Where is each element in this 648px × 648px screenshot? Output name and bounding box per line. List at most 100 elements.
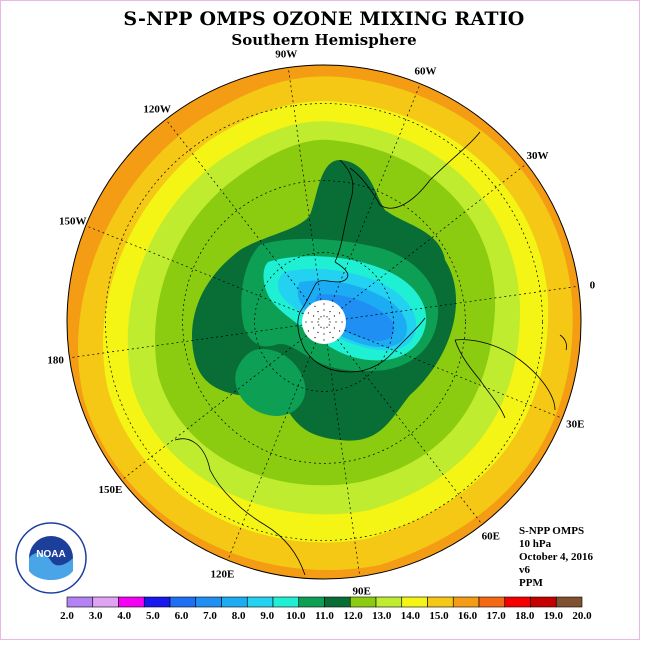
south-america-east-coast (349, 131, 481, 209)
pole-dot (311, 321, 313, 323)
meridian-line (341, 163, 527, 309)
polar-no-data (302, 300, 346, 344)
pole-dot (307, 330, 310, 332)
pole-dot (323, 333, 325, 335)
pole-dot (307, 312, 310, 314)
longitude-label: 90E (353, 585, 371, 597)
pole-dot (318, 324, 320, 326)
pole-dot (314, 305, 316, 308)
colorbar-swatch (375, 596, 403, 608)
colorbar-label: 20.0 (572, 610, 592, 622)
colorbar-label: 10.0 (286, 610, 306, 622)
longitude-label: 90W (275, 49, 297, 61)
pole-dot (332, 336, 334, 339)
antarctica-coast (297, 311, 426, 373)
level-text: 10 hPa (519, 538, 552, 550)
colorbar-swatch (272, 596, 300, 608)
pole-dot (335, 321, 337, 323)
longitude-label: 30E (566, 419, 584, 431)
meridian-line (337, 339, 483, 525)
colorbar-label: 16.0 (458, 610, 478, 622)
pole-dot (323, 315, 325, 317)
pole-dot (318, 318, 320, 320)
longitude-label: 120E (211, 568, 235, 580)
longitude-label: 150W (59, 215, 87, 227)
colorbar-label: 19.0 (544, 610, 564, 622)
pole-dot (305, 321, 307, 323)
colorbar-swatch (555, 596, 583, 608)
colorbar-label: 8.0 (232, 610, 246, 622)
meridian-line (331, 83, 421, 302)
pole-dot (317, 311, 319, 313)
colorbar-label: 6.0 (175, 610, 189, 622)
colorbar-label: 4.0 (117, 610, 131, 622)
pole-dot (326, 326, 328, 328)
ozone-field (67, 65, 581, 579)
pole-dot (313, 315, 315, 317)
pole-dot (326, 316, 328, 318)
pole-dot (329, 311, 331, 313)
colorbar-label: 9.0 (260, 610, 274, 622)
africa-east-coast (454, 339, 506, 419)
new-zealand-coast (174, 438, 211, 471)
meridian-line (227, 342, 317, 561)
pole-dot (323, 303, 325, 305)
colorbar-label: 18.0 (515, 610, 535, 622)
colorbar-label: 7.0 (203, 610, 217, 622)
colorbar-label: 15.0 (429, 610, 449, 622)
colorbar-label: 17.0 (487, 610, 507, 622)
longitude-label: 0 (590, 279, 596, 291)
south-america-coast (334, 159, 354, 263)
colorbar-swatch (452, 596, 480, 608)
version-text: v6 (519, 564, 530, 576)
meridian-line (165, 119, 311, 305)
colorbar-labels: 2.0 3.0 4.0 5.0 6.0 7.0 8.0 9.0 10.0 11.0 12.0 13.0… (60, 610, 592, 622)
noaa-logo: NOAA (15, 522, 87, 594)
antarctic-peninsula (299, 261, 349, 313)
meridian-line (85, 225, 304, 315)
colorbar-swatch (530, 596, 557, 608)
pole-dot (338, 312, 341, 314)
colorbar-label: 14.0 (401, 610, 421, 622)
longitude-labels: 90W 60W 30W 0 30E 60E 90E 120E 150E 180 150W 120W (47, 49, 595, 598)
logo-gull (29, 552, 73, 580)
parallel-circle (182, 180, 466, 464)
figure-frame (0, 0, 640, 640)
colorbar-swatch (478, 596, 506, 608)
meridian-line (326, 343, 361, 577)
pole-dot (328, 318, 330, 320)
pole-dot (323, 327, 325, 329)
colorbar-swatches (66, 596, 583, 608)
meridian-line (287, 67, 322, 301)
colorbar-label: 12.0 (343, 610, 363, 622)
units-text: PPM (519, 577, 543, 589)
longitude-label: 150E (99, 484, 123, 496)
colorbar-swatch (401, 596, 428, 608)
pole-dot (323, 339, 325, 341)
colorbar-swatch (221, 596, 248, 608)
pole-dot (313, 327, 315, 329)
parallel-circle (105, 103, 543, 541)
pole-dot (320, 316, 322, 318)
pole-dots (305, 303, 343, 341)
colorbar-label: 2.0 (60, 610, 74, 622)
pole-dot (333, 315, 335, 317)
chart-title: S-NPP OMPS OZONE MIXING RATIO (123, 8, 525, 30)
map-boundary (66, 64, 582, 580)
australia-coast (209, 469, 306, 576)
longitude-label: 120W (143, 103, 171, 115)
pole-dot (329, 331, 331, 333)
pole-dot (328, 324, 330, 326)
graticule (69, 67, 579, 577)
pole-dot (317, 331, 319, 333)
colorbar-swatch (246, 596, 274, 608)
meridian-line (344, 329, 563, 419)
pole-dot (314, 336, 316, 339)
pole-dot (329, 321, 331, 323)
colorbar-label: 3.0 (89, 610, 103, 622)
meridian-line (345, 285, 579, 320)
meridian-line (121, 335, 307, 481)
chart-subtitle: Southern Hemisphere (231, 31, 417, 49)
pole-dot (338, 330, 341, 332)
logo-text: NOAA (36, 549, 65, 560)
